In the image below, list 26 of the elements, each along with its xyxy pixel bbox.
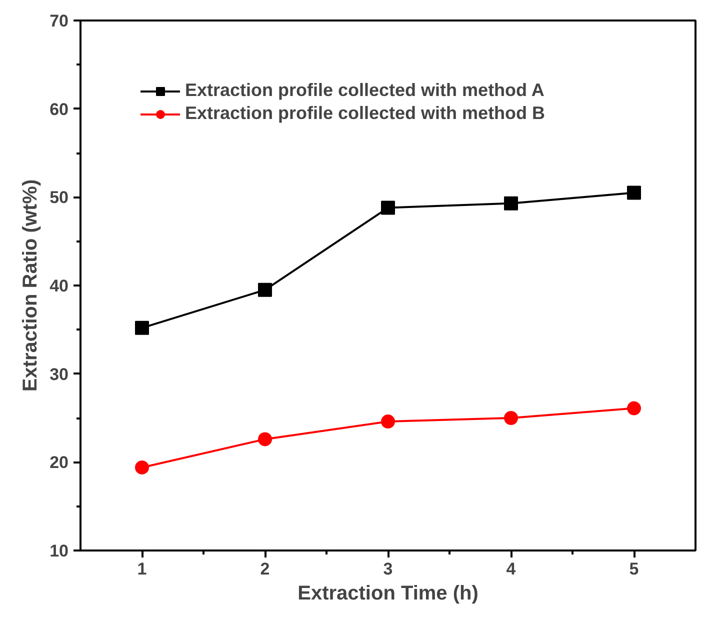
x-axis-title: Extraction Time (h) bbox=[298, 582, 478, 604]
point bbox=[627, 401, 641, 416]
y-tick-label: 10 bbox=[50, 542, 69, 560]
point bbox=[381, 200, 395, 215]
x-tick-label: 1 bbox=[137, 560, 147, 578]
point bbox=[504, 411, 518, 425]
point bbox=[504, 196, 518, 210]
y-tick-label: 50 bbox=[50, 188, 69, 208]
x-tick-label: 3 bbox=[383, 560, 393, 578]
y-tick-label: 40 bbox=[50, 276, 69, 296]
x-tick-label: 5 bbox=[629, 560, 639, 578]
y-tick-label: 20 bbox=[50, 453, 69, 472]
point bbox=[135, 460, 149, 474]
legend-label: Extraction profile collected with method A bbox=[185, 80, 544, 101]
point bbox=[258, 282, 272, 297]
y-axis-title: Extraction Ratio (wt%) bbox=[20, 179, 42, 392]
y-tick-label: 60 bbox=[50, 100, 69, 119]
x-tick-label: 4 bbox=[506, 560, 516, 578]
y-tick-label: 30 bbox=[50, 364, 69, 384]
point bbox=[135, 320, 149, 335]
x-tick-label: 2 bbox=[260, 560, 270, 578]
point bbox=[627, 186, 641, 200]
y-tick-label: 70 bbox=[50, 12, 69, 30]
legend-label: Extraction profile collected with method B bbox=[185, 103, 546, 124]
point bbox=[258, 432, 272, 446]
point bbox=[381, 414, 395, 429]
